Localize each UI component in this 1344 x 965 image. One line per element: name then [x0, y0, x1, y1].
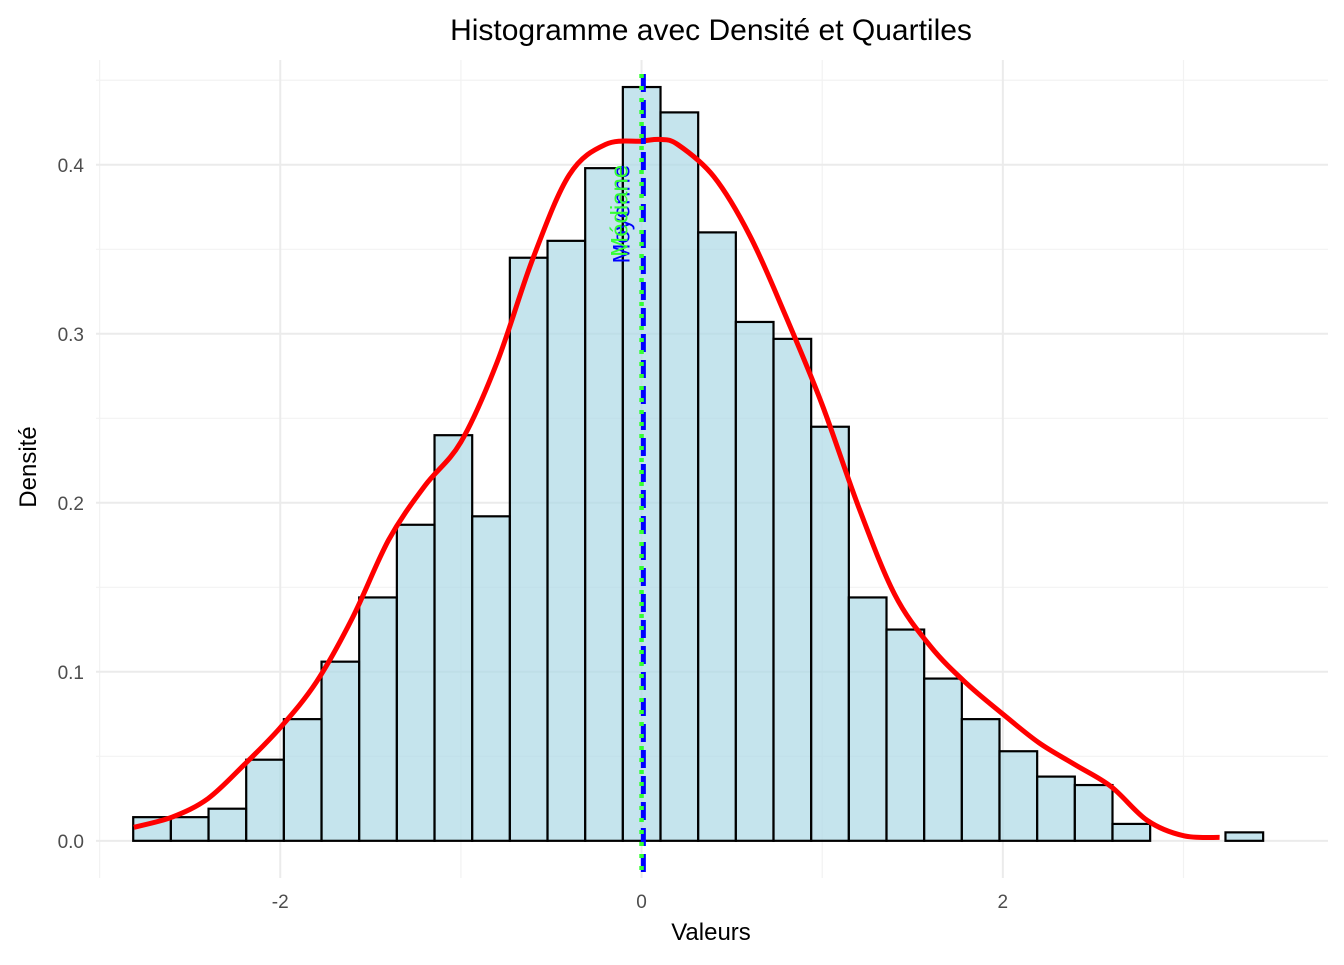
histogram-bar	[320, 660, 361, 842]
histogram-bar	[358, 596, 398, 842]
histogram-bar	[433, 434, 474, 842]
histogram-bar	[508, 256, 549, 842]
histogram-bar	[734, 320, 775, 842]
mean-label: Moyenne	[608, 165, 635, 264]
histogram-bar	[546, 239, 587, 842]
histogram-bar	[847, 596, 888, 842]
histogram-bars	[132, 85, 1265, 842]
histogram-bar	[998, 750, 1039, 842]
median-label: Médiane	[607, 165, 634, 257]
axis-ticks: -2 0 2 0.0 0.1 0.2 0.3 0.4	[58, 156, 1009, 913]
histogram-bar	[395, 523, 436, 842]
x-tick-label: 0	[636, 892, 647, 913]
x-tick-label: 2	[998, 892, 1009, 913]
density-curve	[133, 136, 1220, 841]
histogram-bar	[169, 816, 210, 842]
y-axis-title: Densité	[15, 426, 42, 507]
histogram-bar	[245, 758, 285, 842]
y-tick-label: 0.3	[58, 325, 84, 346]
histogram-bar	[282, 718, 323, 842]
histogram-bar	[960, 718, 1001, 842]
histogram-bar	[207, 807, 248, 842]
histogram-bar	[772, 337, 813, 842]
histogram-bar	[1111, 822, 1152, 842]
histogram-bar	[1073, 783, 1114, 842]
histogram-bar	[471, 515, 511, 842]
histogram-bar	[810, 425, 850, 842]
histogram-bar	[697, 231, 737, 842]
histogram-bar	[1036, 775, 1076, 842]
y-tick-label: 0.2	[58, 494, 84, 515]
histogram-bar	[923, 677, 963, 842]
histogram-bar	[584, 167, 624, 842]
y-tick-label: 0.1	[58, 663, 84, 684]
y-tick-label: 0.0	[58, 832, 84, 853]
histogram-bar	[1224, 831, 1265, 842]
histogram-bar	[659, 111, 700, 842]
x-axis-title: Valeurs	[671, 919, 751, 946]
chart-title: Histogramme avec Densité et Quartiles	[450, 14, 972, 47]
density-curve-group	[133, 136, 1220, 841]
y-tick-label: 0.4	[58, 156, 85, 177]
histogram-bar	[885, 628, 926, 842]
x-tick-label: -2	[272, 892, 289, 913]
